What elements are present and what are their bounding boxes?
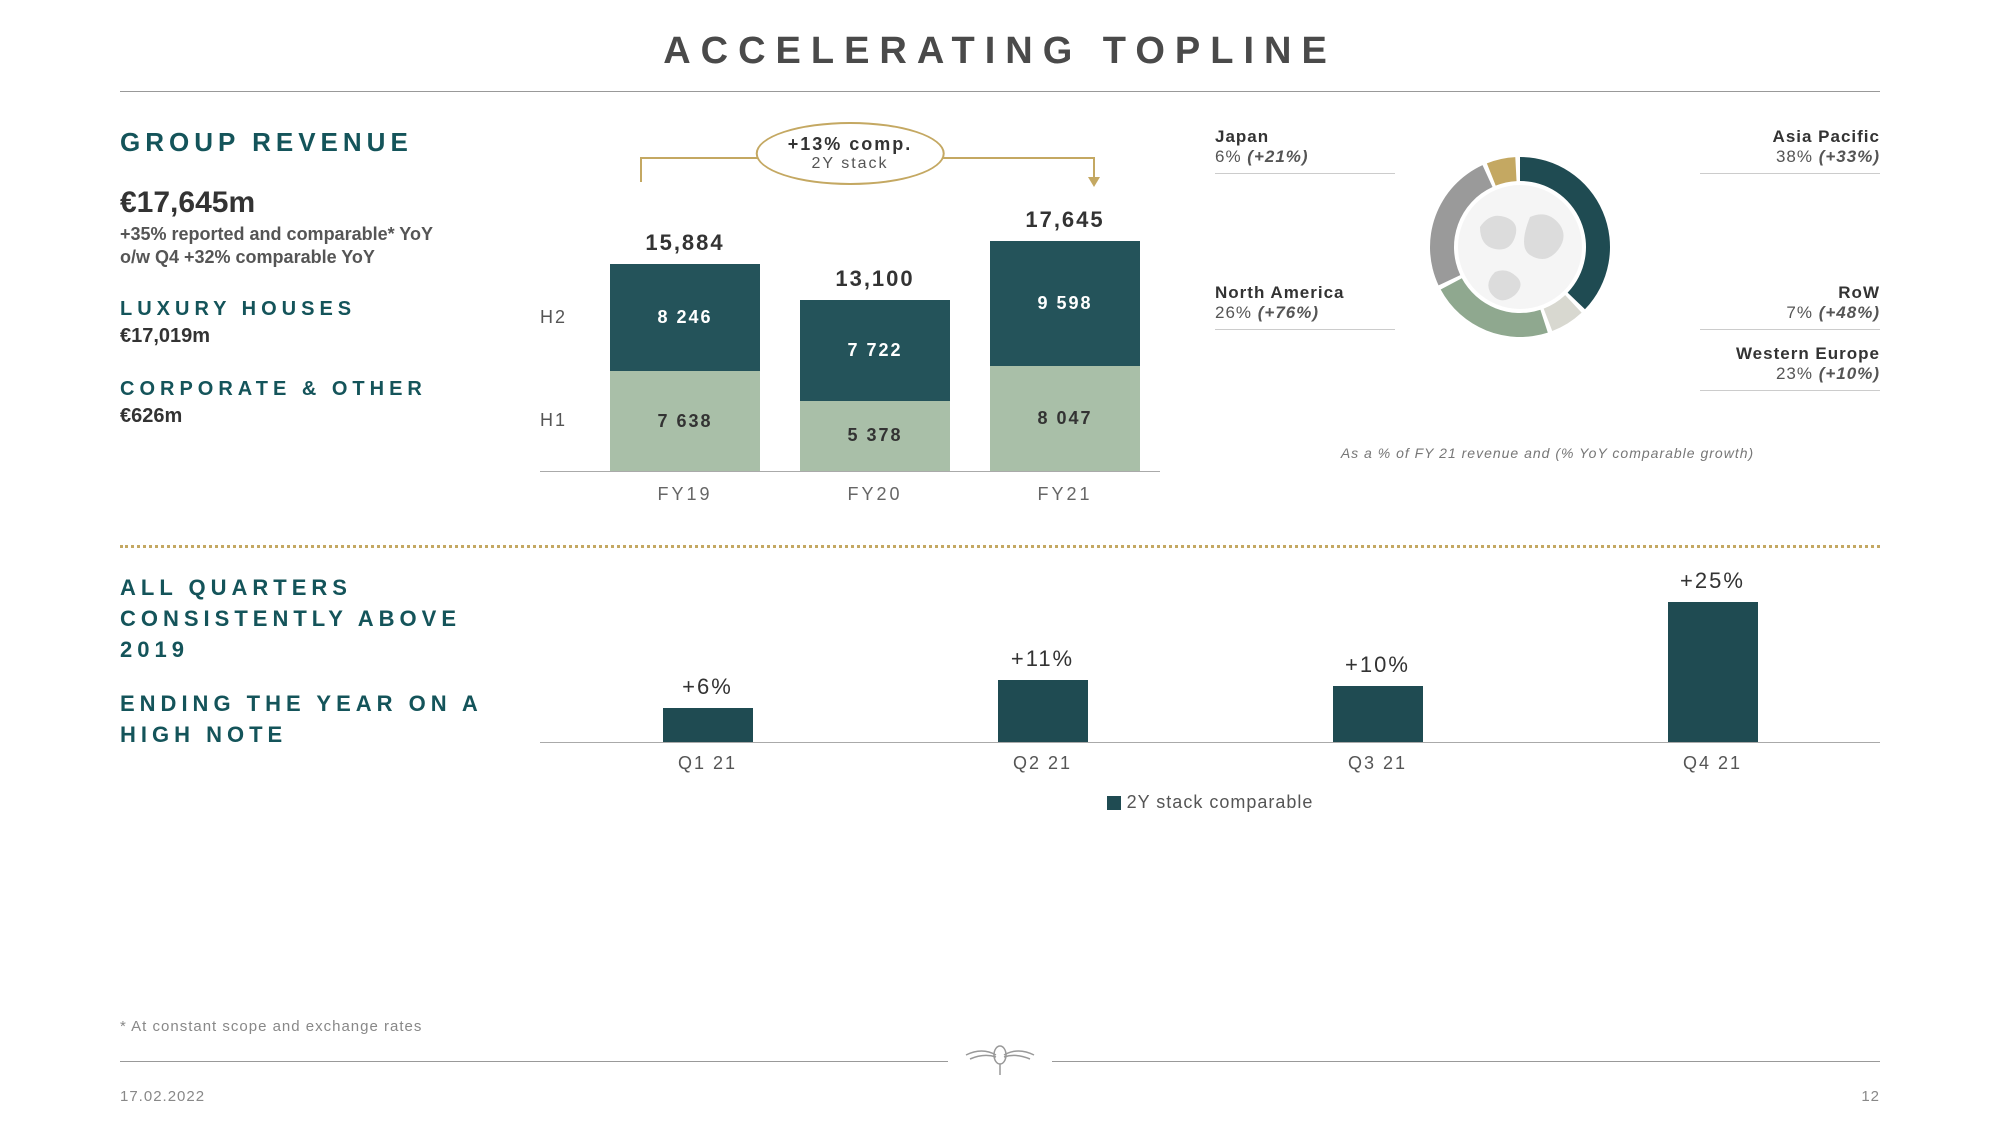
stacked-bar-FY19: 15,884 8 2467 638 — [610, 230, 760, 471]
summary-column: GROUP REVENUE €17,645m +35% reported and… — [120, 127, 540, 505]
x-label: FY21 — [990, 484, 1140, 505]
quarterly-x-label: Q4 21 — [1613, 753, 1813, 774]
bar-segment-h1: 8 047 — [990, 366, 1140, 471]
callout-drop-left — [640, 157, 642, 182]
footer-date: 17.02.2022 — [120, 1088, 205, 1105]
quarterly-legend: 2Y stack comparable — [540, 792, 1880, 813]
quarterly-bar-Q1-21: +6% — [608, 674, 808, 742]
h2-axis-label: H2 — [540, 307, 567, 328]
region-value: 7% (+48%) — [1700, 303, 1880, 323]
region-value: 6% (+21%) — [1215, 147, 1395, 167]
region-footnote: As a % of FY 21 revenue and (% YoY compa… — [1215, 445, 1880, 461]
quarterly-bar-Q3-21: +10% — [1278, 652, 1478, 742]
quarterly-bar-rect — [998, 680, 1088, 742]
region-value: 38% (+33%) — [1700, 147, 1880, 167]
quarterly-x-label: Q2 21 — [943, 753, 1143, 774]
region-value: 23% (+10%) — [1700, 364, 1880, 384]
footer-page-number: 12 — [1861, 1088, 1880, 1105]
quarterly-bar-chart: +6%+11%+10%+25% Q1 21Q2 21Q3 21Q4 21 2Y … — [540, 573, 1880, 813]
quarterly-x-label: Q1 21 — [608, 753, 808, 774]
quarterly-x-labels: Q1 21 Q2 21 Q3 21 Q4 21 — [540, 753, 1880, 774]
group-revenue-total: €17,645m — [120, 186, 540, 220]
ending-year-heading: ENDING THE YEAR ON A HIGH NOTE — [120, 689, 540, 751]
q4-yoy-line: o/w Q4 +32% comparable YoY — [120, 247, 540, 268]
legend-square-icon — [1107, 796, 1121, 810]
group-revenue-heading: GROUP REVENUE — [120, 127, 540, 158]
h1-axis-label: H1 — [540, 410, 567, 431]
quarterly-text-column: ALL QUARTERS CONSISTENTLY ABOVE 2019 END… — [120, 573, 540, 813]
bar-total: 17,645 — [990, 207, 1140, 233]
quarterly-bar-rect — [1668, 602, 1758, 742]
region-row: Western Europe23% (+10%) — [1215, 344, 1880, 405]
quarterly-bar-label: +6% — [608, 674, 808, 700]
dotted-divider — [120, 545, 1880, 548]
callout-bubble: +13% comp. 2Y stack — [756, 122, 945, 185]
callout-arrowhead — [1088, 177, 1100, 187]
brand-logo-icon — [960, 1041, 1040, 1082]
quarterly-bar-label: +11% — [943, 646, 1143, 672]
footer-rule-left — [120, 1061, 948, 1062]
donut-segment-japan — [1487, 157, 1517, 186]
stacked-x-labels: FY19 FY20 FY21 — [540, 484, 1160, 505]
region-name: Asia Pacific — [1700, 127, 1880, 147]
footnote-text: * At constant scope and exchange rates — [120, 1018, 1880, 1035]
quarterly-bar-label: +10% — [1278, 652, 1478, 678]
bar-total: 13,100 — [800, 266, 950, 292]
stacked-bar-chart: +13% comp. 2Y stack H2 H1 15,884 8 2467 6… — [540, 127, 1160, 505]
quarterly-bar-rect — [663, 708, 753, 742]
quarterly-section: ALL QUARTERS CONSISTENTLY ABOVE 2019 END… — [120, 573, 1880, 813]
page-title: ACCELERATING TOPLINE — [0, 0, 2000, 91]
reported-yoy-line: +35% reported and comparable* YoY — [120, 224, 540, 245]
x-label: FY19 — [610, 484, 760, 505]
bar-segment-h1: 5 378 — [800, 401, 950, 471]
quarterly-bar-Q4-21: +25% — [1613, 568, 1813, 742]
quarterly-legend-text: 2Y stack comparable — [1127, 792, 1314, 812]
all-quarters-heading: ALL QUARTERS CONSISTENTLY ABOVE 2019 — [120, 573, 540, 665]
region-donut — [1420, 147, 1620, 347]
stacked-bar-FY20: 13,100 7 7225 378 — [800, 266, 950, 471]
top-section: GROUP REVENUE €17,645m +35% reported and… — [120, 92, 1880, 530]
quarterly-bar-Q2-21: +11% — [943, 646, 1143, 742]
quarterly-bar-label: +25% — [1613, 568, 1813, 594]
region-name: Western Europe — [1700, 344, 1880, 364]
stacked-bars-area: H2 H1 15,884 8 2467 638 13,100 7 7225 378 17… — [540, 192, 1160, 472]
quarterly-bars-area: +6%+11%+10%+25% — [540, 573, 1880, 743]
region-name: North America — [1215, 283, 1395, 303]
luxury-houses-value: €17,019m — [120, 325, 540, 348]
x-label: FY20 — [800, 484, 950, 505]
bar-segment-h2: 7 722 — [800, 300, 950, 401]
bar-segment-h2: 9 598 — [990, 241, 1140, 366]
region-name: Japan — [1215, 127, 1395, 147]
bar-segment-h1: 7 638 — [610, 371, 760, 471]
callout-line2: 2Y stack — [788, 155, 913, 173]
bar-total: 15,884 — [610, 230, 760, 256]
quarterly-bar-rect — [1333, 686, 1423, 742]
stacked-bar-FY21: 17,645 9 5988 047 — [990, 207, 1140, 471]
region-name: RoW — [1700, 283, 1880, 303]
bar-segment-h2: 8 246 — [610, 264, 760, 371]
corporate-other-value: €626m — [120, 405, 540, 428]
footer: * At constant scope and exchange rates 1… — [120, 1018, 1880, 1105]
corporate-other-heading: CORPORATE & OTHER — [120, 378, 540, 401]
callout-line1: +13% comp. — [788, 134, 913, 155]
luxury-houses-heading: LUXURY HOUSES — [120, 298, 540, 321]
quarterly-x-label: Q3 21 — [1278, 753, 1478, 774]
region-panel: Japan6% (+21%) Asia Pacific38% (+33%) Nort… — [1160, 127, 1880, 505]
footer-rule-right — [1052, 1061, 1880, 1062]
region-value: 26% (+76%) — [1215, 303, 1395, 323]
